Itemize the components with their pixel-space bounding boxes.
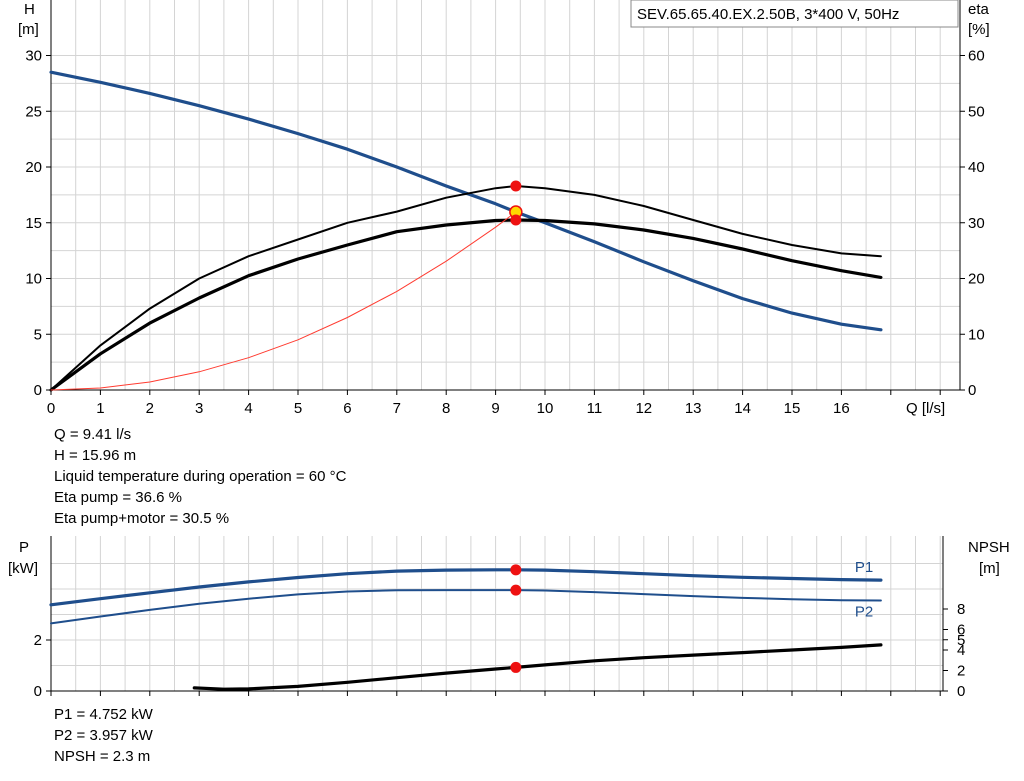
x-tick-label: 2 [146,400,154,417]
x-tick-label: 7 [393,400,401,417]
eta-pump-point [510,180,522,192]
y-axis-unit-right: [%] [968,21,990,38]
y-axis-title-left: P [19,539,29,556]
y-tick-label-right: 50 [968,103,985,120]
x-tick-label: 1 [96,400,104,417]
x-tick-label: 10 [537,400,554,417]
npsh-point [510,661,522,673]
y-tick-label-right: 4 [957,642,965,659]
info-eta-pump: Eta pump = 36.6 % [54,489,182,506]
x-tick-label: 3 [195,400,203,417]
y-tick-label-right: 0 [968,382,976,399]
p2-curve [50,589,882,625]
x-tick-label: 14 [734,400,751,417]
power-info: P1 = 4.752 kW P2 = 3.957 kW NPSH = 2.3 m [54,704,153,767]
y-tick-label-left: 10 [25,271,42,288]
x-tick-label: 4 [244,400,252,417]
y-tick-label-right: 6 [957,622,965,639]
eta-pump-curve [50,185,882,391]
duty-point-info: Q = 9.41 l/s H = 15.96 m Liquid temperat… [54,424,346,529]
x-tick-label: 6 [343,400,351,417]
y-tick-label-right: 5 [957,632,965,649]
y-axis-unit-right: [m] [979,560,1000,577]
info-head: H = 15.96 m [54,447,137,464]
head-curve [49,70,883,332]
chart-title: SEV.65.65.40.EX.2.50B, 3*400 V, 50Hz [637,6,899,23]
x-tick-label: 12 [635,400,652,417]
y-tick-label-left: 25 [25,103,42,120]
x-tick-label: 11 [587,400,603,417]
info-p1: P1 = 4.752 kW [54,706,153,723]
x-axis-title: Q [l/s] [906,400,945,417]
x-tick-label: 16 [833,400,850,417]
info-eta-pump-motor: Eta pump+motor = 30.5 % [54,510,230,527]
y-tick-label-right: 60 [968,48,985,65]
title-box [630,0,959,28]
y-axis-title-right: eta [968,1,990,18]
y-tick-label-left: 5 [34,326,42,343]
series-label-p1: P1 [855,559,873,576]
x-tick-label: 5 [294,400,302,417]
eta-total-point [510,214,522,226]
x-tick-label: 13 [685,400,702,417]
y-tick-label-left: 20 [25,159,42,176]
x-tick-label: 0 [47,400,55,417]
system-curve [50,211,517,391]
y-axis-unit-left: [m] [18,21,39,38]
x-tick-label: 8 [442,400,450,417]
y-tick-label-left: 0 [34,382,42,399]
x-tick-label: 15 [784,400,801,417]
y-tick-label-left: 15 [25,215,42,232]
info-liquid-temperature: Liquid temperature during operation = 60… [54,468,347,485]
y-tick-label-right: 10 [968,326,985,343]
y-tick-label-left: 0 [34,683,42,700]
y-axis-title-right: NPSH [968,539,1010,556]
p1-point [510,564,522,576]
y-axis-unit-left: [kW] [8,560,38,577]
info-p2: P2 = 3.957 kW [54,727,153,744]
y-tick-label-left: 2 [34,632,42,649]
y-tick-label-left: 30 [25,48,42,65]
y-tick-label-right: 8 [957,601,965,618]
info-npsh: NPSH = 2.3 m [54,748,151,765]
y-tick-label-right: 30 [968,215,985,232]
eta-total-curve [49,218,883,392]
y-tick-label-right: 20 [968,271,985,288]
info-flow: Q = 9.41 l/s [54,426,132,443]
p1-curve [49,568,883,607]
series-label-p2: P2 [855,603,873,620]
y-axis-title-left: H [24,1,35,18]
y-tick-label-right: 0 [957,683,965,700]
npsh-curve [192,643,883,691]
y-tick-label-right: 2 [957,663,965,680]
y-tick-label-right: 40 [968,159,985,176]
p2-point [510,584,522,596]
power-npsh-chart: 0 2 0 2 456 8 P [kW] NPSH [m] P1 P2 [8,536,1010,700]
x-tick-label: 9 [491,400,499,417]
